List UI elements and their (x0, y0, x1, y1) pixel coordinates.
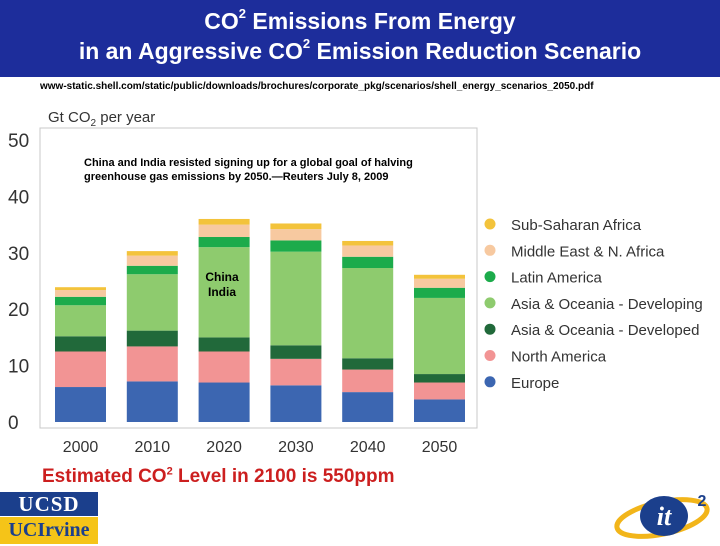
bar-segment (198, 218, 250, 225)
y-tick-label: 50 (8, 131, 29, 152)
bar-segment (55, 336, 106, 352)
bar-segment (270, 223, 322, 230)
title-banner: CO2 Emissions From Energy in an Aggressi… (0, 0, 720, 74)
legend-label: Asia & Oceania - Developed (511, 322, 699, 339)
bar-segment (126, 330, 178, 347)
bar-segment (414, 374, 465, 383)
x-tick-label: 2030 (278, 439, 314, 456)
bar-segment (55, 305, 106, 337)
source-url: www-static.shell.com/static/public/downl… (40, 81, 594, 92)
x-tick-label: 2050 (422, 439, 458, 456)
bar-segment (342, 392, 394, 422)
bar-segment (414, 399, 465, 422)
y-tick-label: 30 (8, 244, 29, 265)
x-tick-label: 2010 (135, 439, 171, 456)
legend-label: Sub-Saharan Africa (511, 217, 642, 234)
bar-segment (414, 287, 465, 298)
x-tick-label: 2020 (206, 439, 242, 456)
bar-segment (126, 251, 178, 256)
legend-marker (484, 297, 496, 309)
legend-marker (484, 244, 496, 256)
bar-segment (126, 381, 178, 422)
y-tick-label: 40 (8, 187, 29, 208)
legend-marker (484, 350, 496, 361)
it2-logo-sup: 2 (698, 493, 707, 510)
plot-frame (39, 127, 478, 429)
bar-segment (270, 385, 322, 422)
bar-segment (342, 240, 394, 246)
bar-segment (55, 287, 106, 291)
x-tick-label: 2040 (350, 439, 386, 456)
bar-segment (342, 245, 394, 257)
legend-marker (484, 323, 496, 335)
bar-segment (126, 255, 178, 266)
bar-segment (198, 351, 250, 383)
bar-segment (414, 278, 465, 288)
title-line-1: CO2 Emissions From Energy (204, 6, 516, 34)
x-tick-label: 2000 (63, 439, 99, 456)
title-divider (0, 74, 720, 77)
bar-segment (342, 358, 394, 370)
bar-segment (126, 274, 178, 331)
ucsd-logo: UCSD (0, 492, 98, 516)
bar-segment (126, 346, 178, 382)
bar-segment (55, 387, 106, 422)
legend-label: Middle East & N. Africa (511, 243, 665, 260)
legend-label: North America (511, 349, 607, 366)
bar-segment (342, 268, 394, 359)
legend-label: Europe (511, 375, 559, 392)
y-tick-label: 0 (8, 413, 19, 434)
bar-segment (55, 296, 106, 306)
bar-segment (126, 265, 178, 275)
annotation-india: India (207, 285, 236, 299)
bar-segment (270, 229, 322, 241)
legend-marker (484, 271, 496, 283)
bar-segment (198, 337, 250, 352)
bar-segment (414, 297, 465, 375)
china-india-annotation: China India (196, 270, 248, 300)
bar-segment (198, 247, 250, 338)
legend-marker (484, 376, 496, 388)
annotation-china: China (205, 270, 239, 284)
it2-logo-text: it (657, 502, 672, 531)
bar-segment (414, 382, 465, 400)
y-axis-label: Gt CO2 per year (48, 109, 155, 129)
bar-segment (198, 224, 250, 238)
uci-logo: UCIrvine (0, 517, 98, 544)
bar-segment (55, 290, 106, 297)
y-tick-label: 20 (8, 300, 29, 321)
bar-segment (342, 256, 394, 269)
it2-logo: it 2 (614, 493, 710, 539)
title-line-2: in an Aggressive CO2 Emission Reduction … (78, 36, 642, 64)
bar-segment (270, 358, 322, 386)
bar-segment (55, 351, 106, 388)
bar-segment (270, 240, 322, 252)
legend-label: Asia & Oceania - Developing (511, 296, 703, 313)
bar-segment (198, 382, 250, 422)
bar-segment (270, 345, 322, 359)
y-tick-label: 10 (8, 357, 29, 378)
reuters-note: China and India resisted signing up for … (84, 157, 413, 183)
bar-segment (198, 237, 250, 248)
legend-label: Latin America (511, 270, 603, 287)
legend-marker (484, 218, 496, 230)
bottom-statement: Estimated CO2 Level in 2100 is 550ppm (42, 465, 395, 487)
bar-segment (342, 369, 394, 393)
bar-segment (270, 251, 322, 346)
bar-segment (414, 274, 465, 279)
